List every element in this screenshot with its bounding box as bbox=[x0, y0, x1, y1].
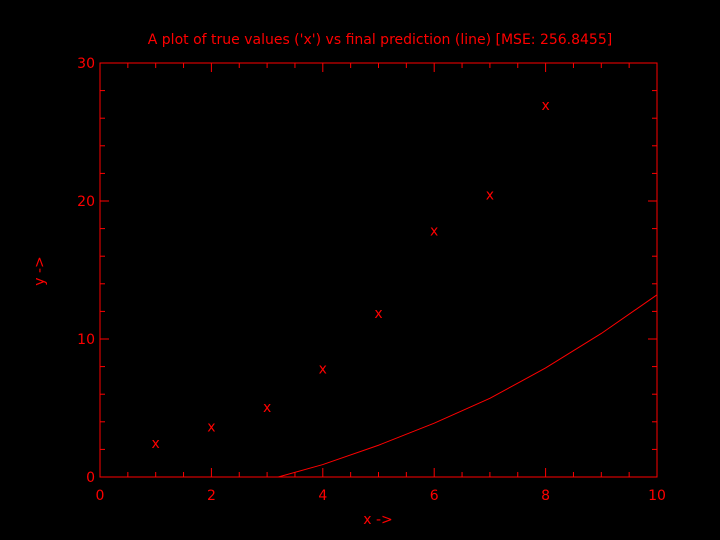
y-tick-label: 20 bbox=[77, 194, 95, 210]
y-tick-label: 10 bbox=[77, 332, 95, 348]
x-tick-label: 4 bbox=[318, 488, 327, 504]
data-point: x bbox=[207, 419, 215, 435]
y-tick-label: 0 bbox=[86, 470, 95, 486]
x-tick-label: 6 bbox=[430, 488, 439, 504]
data-marks: x x x x x x x x bbox=[152, 98, 658, 478]
x-axis-label: x -> bbox=[363, 512, 393, 528]
prediction-line bbox=[278, 294, 658, 478]
data-point: x bbox=[152, 436, 160, 452]
x-tick-label: 8 bbox=[541, 488, 550, 504]
chart-title: A plot of true values ('x') vs final pre… bbox=[148, 32, 612, 48]
y-tick-label: 30 bbox=[77, 56, 95, 72]
data-point: x bbox=[374, 306, 382, 322]
x-tick-label: 2 bbox=[207, 488, 216, 504]
data-point: x bbox=[430, 223, 438, 239]
data-point: x bbox=[263, 400, 271, 416]
x-tick-label: 10 bbox=[648, 488, 666, 504]
y-axis-label: y -> bbox=[32, 256, 48, 286]
x-tick-label: 0 bbox=[96, 488, 105, 504]
data-point: x bbox=[486, 187, 494, 203]
data-point: x bbox=[319, 361, 327, 377]
axis-ticks bbox=[99, 62, 658, 478]
data-point: x bbox=[541, 98, 549, 114]
tick-labels: 0 2 4 6 8 10 0 10 20 30 bbox=[77, 56, 666, 504]
